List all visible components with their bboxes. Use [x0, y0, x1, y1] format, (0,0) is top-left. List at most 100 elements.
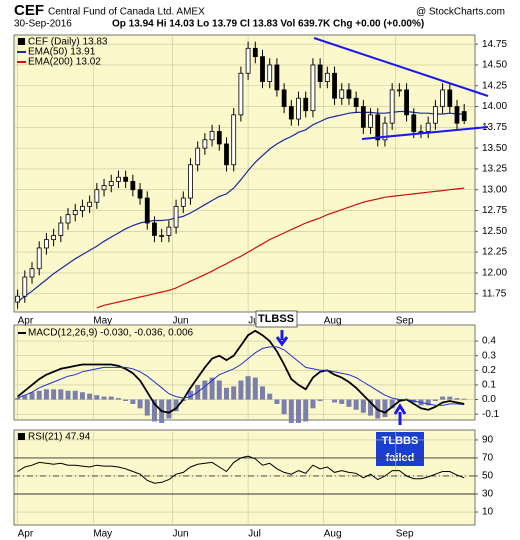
histogram-bar	[58, 389, 64, 400]
y-tick-label: 14.00	[482, 101, 507, 112]
candle-body	[245, 47, 251, 74]
legend-icon	[18, 38, 25, 45]
y-tick-label: 12.75	[482, 205, 507, 216]
quote: Op 13.94 Hi 14.03 Lo 13.79 Cl 13.83 Vol …	[112, 19, 424, 30]
candle-body	[346, 89, 352, 99]
histogram-bar	[389, 399, 395, 409]
x-tick-label: Apr	[18, 529, 34, 540]
x-tick-label: Jul	[248, 529, 261, 540]
annotation: TLBSS	[258, 313, 294, 325]
annotation-box	[376, 432, 424, 466]
candle-body	[116, 176, 121, 182]
candle-body	[454, 106, 460, 124]
candle-body	[260, 56, 265, 82]
candle-body	[224, 143, 229, 166]
candle-body	[317, 64, 323, 82]
x-tick-label: Sep	[396, 316, 414, 327]
histogram-bar	[332, 399, 338, 403]
source: @ StockCharts.com	[416, 7, 505, 18]
histogram-bar	[382, 399, 388, 418]
histogram-bar	[187, 390, 193, 400]
histogram-bar	[461, 398, 467, 400]
arrow	[275, 330, 289, 347]
candle-body	[101, 185, 107, 191]
trend-line	[361, 126, 489, 140]
candle-body	[375, 114, 381, 141]
arrow	[393, 403, 407, 425]
y-tick-label: 11.75	[482, 288, 507, 299]
histogram-bar	[216, 380, 222, 400]
rsi-icon	[18, 433, 25, 440]
histogram-bar	[288, 399, 294, 423]
x-tick-label: Sep	[396, 529, 414, 540]
candle-body	[72, 210, 78, 216]
candle-body	[404, 89, 409, 116]
candle-body	[94, 189, 100, 203]
y-tick-label: 12.00	[482, 268, 507, 279]
candle-body	[29, 268, 35, 278]
candle-body	[87, 201, 93, 207]
histogram-bar	[245, 376, 251, 400]
legend-label: CEF (Daily) 13.83	[28, 37, 108, 48]
candle-body	[80, 205, 85, 211]
signal-line	[17, 346, 465, 406]
histogram-bar	[94, 395, 100, 400]
histogram-bar	[346, 399, 352, 407]
y-tick-label: 0.3	[482, 350, 496, 361]
histogram-bar	[22, 395, 28, 400]
x-tick-label: May	[93, 529, 112, 540]
rsi-line	[17, 455, 465, 484]
y-tick-label: 50	[482, 471, 494, 482]
y-tick-label: 14.25	[482, 80, 507, 91]
y-tick-label: 13.00	[482, 184, 507, 195]
candle-body	[144, 197, 150, 224]
macd-label: MACD(12,26,9) -0.030, -0.036, 0.006	[28, 328, 194, 339]
x-tick-label: Jun	[172, 316, 188, 327]
candle-body	[166, 226, 172, 236]
ema-line	[96, 187, 465, 309]
histogram-bar	[260, 386, 266, 400]
candle-body	[288, 106, 294, 120]
candle-body	[332, 72, 337, 99]
y-tick-label: 0.1	[482, 380, 496, 391]
candle-body	[152, 222, 157, 236]
histogram-bar	[65, 390, 71, 400]
histogram-bar	[238, 380, 244, 400]
histogram-bar	[36, 390, 42, 400]
histogram-bar	[252, 377, 258, 400]
candle-body	[432, 106, 438, 124]
candle-body	[396, 89, 402, 92]
histogram-bar	[231, 386, 237, 400]
annotation: TLBBS	[382, 435, 419, 447]
histogram-bar	[440, 396, 446, 400]
histogram-bar	[296, 399, 302, 423]
candle-body	[310, 64, 316, 112]
candle-body	[65, 214, 71, 224]
rsi-label: RSI(21) 47.94	[28, 432, 91, 443]
candle-body	[188, 164, 193, 199]
y-tick-label: 10	[482, 507, 494, 518]
histogram-bar	[209, 377, 215, 400]
candle-body	[202, 139, 208, 149]
y-tick-label: 0.4	[482, 336, 496, 347]
candle-body	[44, 239, 49, 249]
candle-body	[360, 106, 366, 128]
candle-body	[159, 235, 165, 237]
candle-body	[440, 89, 445, 107]
y-tick-label: -0.1	[482, 409, 500, 420]
x-tick-label: Jun	[172, 529, 188, 540]
histogram-bar	[339, 399, 345, 404]
histogram-bar	[115, 398, 121, 400]
candle-body	[137, 189, 143, 199]
histogram-bar	[101, 396, 107, 400]
candle-body	[180, 197, 186, 207]
histogram-bar	[29, 392, 35, 400]
price-panel	[13, 34, 476, 313]
histogram-bar	[202, 380, 208, 400]
histogram-bar	[360, 399, 366, 413]
legend-label: EMA(200) 13.02	[28, 57, 101, 68]
candle-body	[339, 89, 345, 99]
histogram-bar	[274, 399, 280, 404]
y-tick-label: 13.75	[482, 122, 507, 133]
histogram-bar	[281, 399, 287, 415]
